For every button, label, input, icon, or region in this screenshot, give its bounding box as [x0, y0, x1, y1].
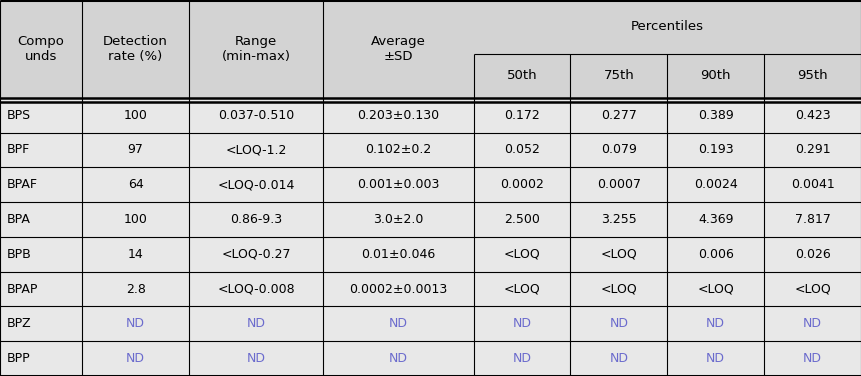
Text: 0.006: 0.006 [697, 248, 734, 261]
Text: Detection
rate (%): Detection rate (%) [103, 35, 168, 63]
Text: Percentiles: Percentiles [631, 20, 703, 33]
Text: <LOQ-0.014: <LOQ-0.014 [218, 178, 294, 191]
Bar [667, 0, 765, 98]
Text: 100: 100 [124, 213, 147, 226]
Text: 0.0041: 0.0041 [790, 178, 834, 191]
Text: ND: ND [610, 352, 629, 365]
Text: Average
±SD: Average ±SD [371, 35, 425, 63]
Text: 7.817: 7.817 [795, 213, 831, 226]
Text: 0.203±0.130: 0.203±0.130 [357, 109, 439, 122]
Text: ND: ND [512, 352, 531, 365]
Text: ND: ND [803, 317, 822, 331]
Text: ND: ND [388, 352, 408, 365]
Text: 0.079: 0.079 [601, 143, 637, 156]
Text: 14: 14 [127, 248, 144, 261]
Text: 0.389: 0.389 [697, 109, 734, 122]
Text: Compo
unds: Compo unds [17, 35, 65, 63]
Bar [323, 0, 474, 98]
Text: ND: ND [706, 317, 725, 331]
Text: BPF: BPF [7, 143, 30, 156]
Text: 4.369: 4.369 [698, 213, 734, 226]
Text: 0.423: 0.423 [795, 109, 830, 122]
Text: ND: ND [388, 317, 408, 331]
Text: <LOQ: <LOQ [600, 282, 637, 296]
Text: 75th: 75th [604, 69, 635, 82]
Text: <LOQ-0.27: <LOQ-0.27 [221, 248, 291, 261]
Text: 0.0002: 0.0002 [500, 178, 544, 191]
Text: BPAF: BPAF [7, 178, 38, 191]
Text: 0.0024: 0.0024 [694, 178, 738, 191]
Text: <LOQ: <LOQ [794, 282, 831, 296]
Text: 95th: 95th [797, 69, 828, 82]
Text: 0.0002±0.0013: 0.0002±0.0013 [349, 282, 448, 296]
Text: 0.052: 0.052 [504, 143, 540, 156]
Text: <LOQ: <LOQ [504, 248, 541, 261]
Text: 97: 97 [127, 143, 144, 156]
Text: 0.193: 0.193 [698, 143, 734, 156]
Text: <LOQ-0.008: <LOQ-0.008 [217, 282, 295, 296]
Text: 0.0007: 0.0007 [597, 178, 641, 191]
Text: <LOQ: <LOQ [504, 282, 541, 296]
Bar [0, 0, 82, 98]
Text: 0.86-9.3: 0.86-9.3 [230, 213, 282, 226]
Text: 3.0±2.0: 3.0±2.0 [373, 213, 424, 226]
Text: BPP: BPP [7, 352, 30, 365]
Text: ND: ND [512, 317, 531, 331]
Text: 100: 100 [124, 109, 147, 122]
Text: Range
(min-max): Range (min-max) [221, 35, 291, 63]
Bar [82, 0, 189, 98]
Text: 50th: 50th [506, 69, 537, 82]
Text: 0.026: 0.026 [795, 248, 831, 261]
Text: <LOQ-1.2: <LOQ-1.2 [226, 143, 287, 156]
Text: 0.001±0.003: 0.001±0.003 [357, 178, 439, 191]
Text: 2.8: 2.8 [126, 282, 146, 296]
Text: ND: ND [246, 317, 266, 331]
Text: 2.500: 2.500 [504, 213, 540, 226]
Text: ND: ND [803, 352, 822, 365]
Text: ND: ND [246, 352, 266, 365]
Text: BPZ: BPZ [7, 317, 32, 331]
Text: <LOQ: <LOQ [600, 248, 637, 261]
Text: 0.037-0.510: 0.037-0.510 [218, 109, 294, 122]
Text: 0.172: 0.172 [504, 109, 540, 122]
Text: ND: ND [126, 352, 146, 365]
Bar [474, 0, 570, 98]
Text: 90th: 90th [701, 69, 731, 82]
Text: 0.291: 0.291 [795, 143, 830, 156]
Text: 0.102±0.2: 0.102±0.2 [365, 143, 431, 156]
Text: ND: ND [706, 352, 725, 365]
Text: BPAP: BPAP [7, 282, 38, 296]
Text: <LOQ: <LOQ [697, 282, 734, 296]
Text: 0.01±0.046: 0.01±0.046 [361, 248, 436, 261]
Bar [765, 0, 861, 98]
Text: 3.255: 3.255 [601, 213, 637, 226]
Text: ND: ND [126, 317, 146, 331]
Bar [570, 0, 667, 98]
Text: BPB: BPB [7, 248, 32, 261]
Text: BPS: BPS [7, 109, 31, 122]
Text: BPA: BPA [7, 213, 31, 226]
Bar [189, 0, 323, 98]
Text: 0.277: 0.277 [601, 109, 637, 122]
Text: ND: ND [610, 317, 629, 331]
Text: 64: 64 [127, 178, 144, 191]
